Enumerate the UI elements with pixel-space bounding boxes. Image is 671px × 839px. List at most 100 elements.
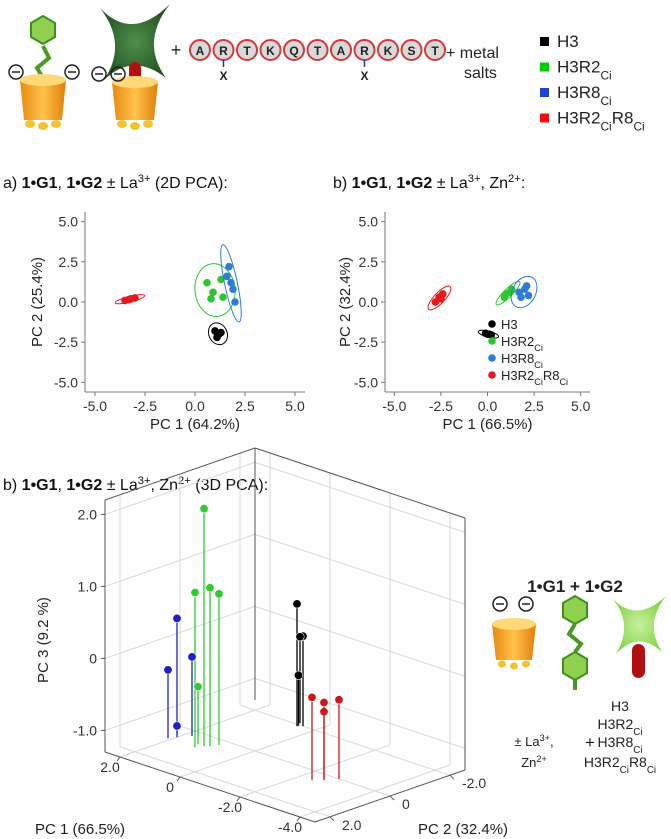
point: [227, 278, 235, 287]
chart-3d: b) 1•G1, 1•G2 ± La3+, Zn2+ (3D PCA): 2.0 0…: [3, 447, 508, 838]
point: [131, 294, 139, 302]
red-guest: [632, 644, 645, 678]
cup-foot: [510, 662, 518, 670]
point: [524, 291, 533, 300]
cup-rim: [492, 618, 536, 630]
residue: T: [431, 44, 439, 58]
y-tick-label: -5.0: [54, 374, 78, 390]
reagent-text: salts: [464, 65, 497, 82]
point: [125, 295, 133, 304]
bead: [424, 39, 446, 61]
x-axis-label: PC 1 (66.5%): [442, 416, 532, 433]
bead: [306, 39, 329, 61]
plus-sign: +: [585, 733, 595, 752]
charge-icon: [91, 66, 107, 82]
bead: [400, 39, 423, 61]
z-axis-label: PC 3 (9.2 %): [35, 597, 52, 683]
cup-foot: [25, 120, 35, 128]
axis-frame: [104, 751, 316, 823]
point: [217, 328, 225, 337]
bead: [259, 39, 282, 61]
confidence-ellipse: [207, 322, 229, 346]
x-axis-label: PC 1 (66.5%): [35, 821, 125, 838]
host-guest-cartoon-1: [8, 14, 80, 130]
x-tick-label: -2.5: [429, 398, 453, 414]
axis-frame: [104, 447, 256, 501]
legend-swatch: [540, 88, 549, 97]
y-tick-label: 2.0: [342, 817, 362, 833]
point: [203, 278, 211, 287]
hexagon: [562, 650, 588, 682]
y-tick-label: -2.0: [462, 775, 486, 791]
x-tick-label: -5.0: [382, 398, 406, 414]
charge-icon: [110, 66, 126, 82]
bead: [377, 39, 399, 61]
cup-foot: [498, 660, 506, 668]
point: [522, 282, 531, 290]
point: [231, 298, 239, 306]
peptide-name: H3: [611, 698, 629, 714]
point: [172, 721, 182, 731]
legend-marker: [488, 354, 496, 362]
y-axis-label: PC 2 (25.4%): [29, 257, 46, 347]
residue: R: [219, 44, 228, 58]
confidence-ellipse: [220, 244, 242, 323]
residue: Q: [289, 44, 298, 58]
point: [187, 652, 197, 662]
point: [293, 670, 303, 680]
residue: A: [196, 44, 205, 58]
legend-label: H3: [501, 317, 518, 332]
bead: [330, 39, 352, 61]
peptide-name: H3R8Ci: [597, 734, 642, 756]
legend-label: H3R2Ci: [501, 334, 543, 353]
bead: [189, 39, 211, 61]
legend-label: H3R8Ci: [501, 351, 543, 370]
grid-line: [104, 533, 256, 587]
legend-label: H3R2CiR8Ci: [501, 368, 568, 387]
x-tick-label: 0.0: [478, 398, 498, 414]
x-tick-label: 2.5: [235, 398, 255, 414]
point: [334, 695, 344, 705]
charge-icon: [8, 64, 24, 80]
plus-sign: +: [171, 40, 182, 60]
linker: [566, 622, 584, 654]
cup-foot: [38, 122, 48, 130]
grid-line: [254, 605, 466, 677]
legend-swatch: [540, 113, 549, 123]
x-tick-label: 0: [166, 779, 174, 795]
point: [193, 682, 203, 692]
y-tick-label: -2.5: [354, 334, 378, 350]
point: [229, 285, 237, 293]
y-axis-label: PC 2 (32.4%): [418, 821, 508, 838]
cup-foot: [143, 120, 153, 128]
legend-label: H3: [557, 32, 579, 51]
chart-title: b) 1•G1, 1•G2 ± La3+, Zn2+ (3D PCA):: [3, 475, 268, 494]
residue: T: [243, 44, 251, 58]
grid-line: [104, 461, 256, 515]
x-tick-label: 5.0: [285, 398, 305, 414]
y-tick-label: 0: [402, 796, 410, 812]
y-axis-label: PC 2 (32.4%): [337, 257, 354, 347]
x-tick-label: 5.0: [571, 398, 591, 414]
chart: b) 1•G1, 1•G2 ± La3+, Zn2+: -5.0 -2.5 0.0 2.…: [333, 173, 591, 433]
point: [190, 588, 200, 598]
cup: [112, 82, 158, 120]
legend-label: H3R8Ci: [557, 83, 612, 108]
legend-label: H3R2Ci: [557, 58, 612, 83]
y-tick-label: 5.0: [59, 214, 79, 230]
point: [172, 613, 182, 623]
residue: A: [337, 44, 346, 58]
point: [207, 294, 215, 303]
star: [612, 596, 666, 654]
y-tick-label: 5.0: [359, 214, 379, 230]
grid-line: [254, 677, 466, 749]
residue: R: [360, 44, 369, 58]
modification-mark: X: [360, 69, 368, 83]
chart-title: b) 1•G1, 1•G2 ± La3+, Zn2+:: [333, 173, 525, 192]
grid-line: [254, 461, 466, 533]
z-tick-label: 2.0: [78, 506, 98, 522]
z-tick-label: -1.0: [73, 722, 97, 738]
point: [205, 583, 215, 593]
